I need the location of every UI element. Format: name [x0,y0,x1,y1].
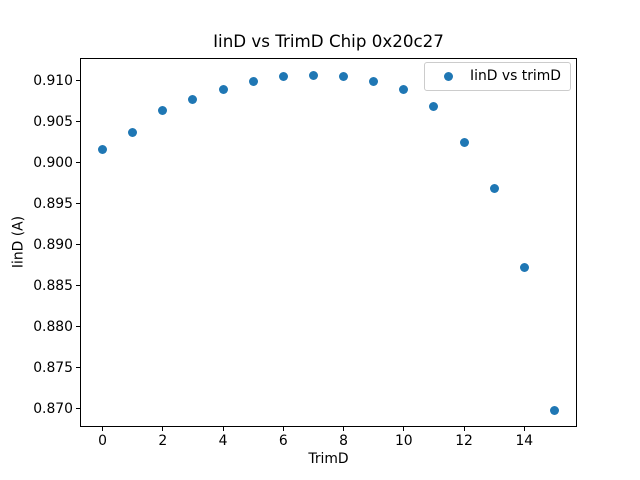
data-point [218,84,228,94]
legend: IinD vs trimD [424,62,571,91]
x-tick-label: 14 [515,433,534,449]
x-tick-label: 6 [278,433,288,449]
plot-area [80,58,577,427]
x-tick-mark [162,427,164,431]
x-tick-label: 0 [98,433,107,449]
y-tick-mark [76,80,80,82]
y-tick-label: 0.880 [33,318,73,335]
x-tick-label: 10 [394,433,413,449]
data-point [278,72,288,82]
data-point [188,95,198,105]
data-point [459,137,469,147]
y-tick-mark [76,408,80,410]
y-tick-label: 0.910 [33,72,73,89]
y-tick-label: 0.875 [33,359,73,376]
y-tick-mark [76,162,80,164]
data-point [519,262,529,272]
x-tick-label: 12 [455,433,473,449]
data-point [339,72,349,82]
x-tick-label: 2 [158,433,168,449]
data-point [549,406,559,416]
x-tick-label: 4 [218,433,228,449]
y-tick-mark [76,244,80,246]
data-point [429,101,439,111]
y-tick-mark [76,367,80,369]
data-point [128,128,138,138]
data-point [489,183,499,193]
x-tick-mark [403,427,405,431]
y-tick-mark [76,285,80,287]
y-tick-label: 0.905 [33,113,73,130]
data-point [158,105,168,115]
chart-title: IinD vs TrimD Chip 0x20c27 [213,31,444,51]
y-tick-mark [76,121,80,123]
data-point [98,145,108,155]
data-point [399,84,409,94]
data-point [369,77,379,87]
x-tick-label: 8 [339,433,348,449]
y-tick-mark [76,203,80,205]
y-tick-label: 0.900 [33,154,73,171]
data-point [248,77,258,87]
y-tick-label: 0.870 [33,400,73,417]
x-tick-mark [222,427,224,431]
x-tick-mark [282,427,284,431]
y-tick-mark [76,326,80,328]
y-tick-label: 0.895 [33,195,73,212]
x-tick-mark [102,427,104,431]
x-tick-mark [523,427,525,431]
scatter-marker-icon [444,72,453,81]
x-tick-mark [343,427,345,431]
data-point [308,70,318,80]
x-axis-label: TrimD [308,451,349,467]
y-tick-label: 0.890 [33,236,73,253]
x-tick-mark [463,427,465,431]
legend-label: IinD vs trimD [470,68,561,84]
y-tick-label: 0.885 [33,277,73,294]
